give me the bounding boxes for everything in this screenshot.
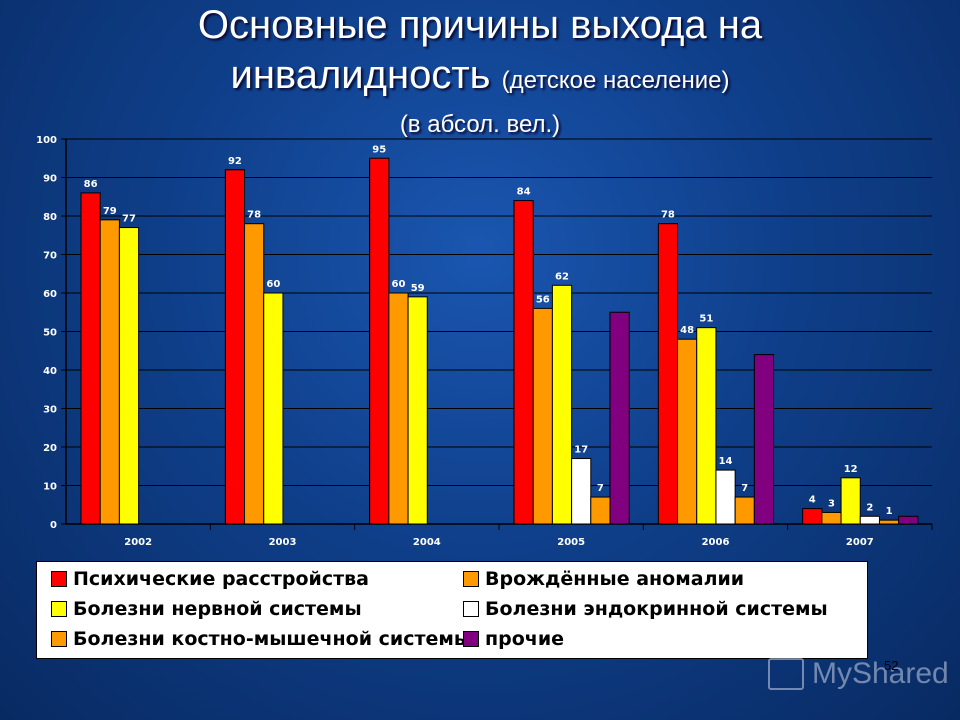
data-label: 60 [392,279,406,290]
legend-label: прочие [485,628,565,650]
legend-swatch [463,571,479,587]
legend-item: Болезни костно-мышечной системы [51,626,471,652]
bar [878,519,900,525]
legend-label: Психические расстройства [73,568,369,590]
bar [859,515,880,525]
bar [513,200,534,525]
bar [532,307,553,525]
bar [609,311,630,525]
watermark-logo-icon [768,658,804,690]
y-tick-label: 100 [36,135,57,146]
data-label: 78 [661,210,675,221]
bar [696,327,717,525]
x-tick-label: 2006 [702,537,730,548]
data-label: 84 [517,187,531,198]
bar [715,469,736,525]
legend-item: Болезни нервной системы [51,596,362,622]
bar [99,219,120,525]
data-label: 3 [828,498,835,509]
data-label: 78 [247,210,261,221]
x-tick-label: 2007 [846,537,874,548]
y-tick-label: 0 [50,520,57,531]
data-label: 51 [699,314,713,325]
y-tick-label: 90 [43,174,57,185]
data-label: 59 [411,283,425,294]
bar [80,192,101,525]
data-label: 60 [266,279,280,290]
y-tick-label: 30 [43,405,57,416]
legend-swatch [463,601,479,617]
x-tick-label: 2002 [124,537,152,548]
bar [821,511,842,525]
bar [551,284,573,525]
data-label: 77 [122,214,136,225]
x-tick-label: 2005 [557,537,585,548]
watermark-text: MyShared [812,657,949,690]
data-label: 4 [809,495,816,506]
bar-chart: 0102030405060708090100200286797720039278… [36,135,933,548]
legend-item: прочие [463,626,564,652]
chart-legend: Психические расстройства Врождённые анома… [36,561,868,659]
bar [244,223,265,525]
bar [407,296,428,525]
y-tick-label: 80 [43,212,57,223]
data-label: 92 [228,156,242,167]
bar [590,496,611,525]
bar [118,227,140,525]
data-label: 62 [555,271,569,282]
bar [224,169,246,525]
y-tick-label: 40 [43,366,57,377]
data-label: 86 [84,179,98,190]
title-line-2: инвалидность (детское население) [0,52,960,104]
bar [657,223,679,525]
bar [571,458,592,525]
x-tick-label: 2004 [413,537,441,548]
title-line-2-main: инвалидность [230,53,491,97]
data-label: 1 [886,506,893,517]
bar [734,496,755,525]
legend-label: Болезни эндокринной системы [485,598,828,620]
data-label: 12 [844,464,858,475]
bar [840,477,861,525]
legend-label: Врождённые аномалии [485,568,745,590]
watermark: MyShared [768,654,949,694]
data-label: 17 [574,445,588,456]
legend-swatch [51,571,67,587]
legend-swatch [463,631,479,647]
bar [898,515,919,525]
data-label: 79 [103,206,117,217]
title-line-2-sub: (детское население) [501,67,730,94]
data-label: 95 [372,144,386,155]
bar [802,508,823,525]
legend-label: Болезни костно-мышечной системы [73,628,472,650]
legend-label: Болезни нервной системы [73,598,362,620]
data-label: 7 [741,483,748,494]
bar [369,157,390,525]
legend-item: Врождённые аномалии [463,566,744,592]
legend-item: Психические расстройства [51,566,369,592]
title-line-1: Основные причины выхода на [197,3,763,47]
title-line-3: (в абсол. вел.) [399,111,561,138]
bar [677,338,698,525]
y-tick-label: 60 [43,289,57,300]
legend-swatch [51,631,67,647]
data-label: 2 [866,502,873,513]
data-label: 7 [597,483,604,494]
data-label: 14 [719,456,733,467]
bar [388,292,409,525]
y-tick-label: 50 [43,328,57,339]
x-tick-label: 2003 [269,537,297,548]
legend-swatch [51,601,67,617]
bar [263,292,284,525]
y-tick-label: 10 [43,482,57,493]
bar [753,354,775,525]
page-number: 52 [884,658,899,673]
legend-item: Болезни эндокринной системы [463,596,828,622]
data-label: 48 [680,325,694,336]
y-tick-label: 70 [43,251,57,262]
y-tick-label: 20 [43,443,57,454]
data-label: 56 [536,294,550,305]
